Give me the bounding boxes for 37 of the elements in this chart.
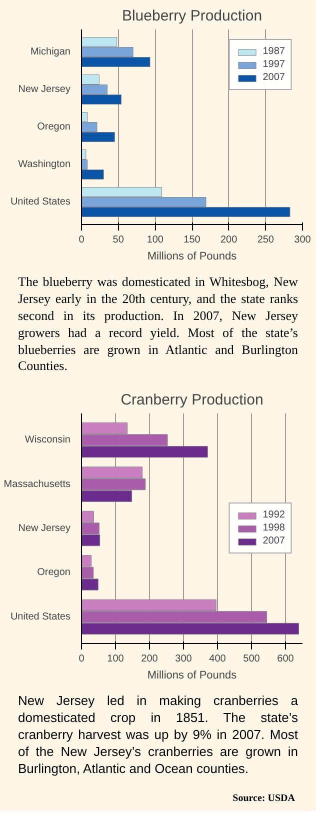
y-tick-label: Massachusetts: [4, 479, 71, 490]
x-tick-label: 600: [277, 654, 294, 665]
x-axis-title: Millions of Pounds: [147, 670, 238, 682]
x-tick-label: 200: [220, 234, 238, 246]
source-note: Source: USDA: [232, 792, 295, 806]
legend-label: 1997: [262, 59, 285, 70]
x-tick-label: 400: [209, 654, 226, 665]
y-tick-label: Washington: [18, 159, 70, 170]
x-tick-label: 150: [184, 234, 201, 246]
y-tick-label: New Jersey: [18, 84, 71, 95]
y-tick-label: Michigan: [30, 46, 71, 58]
x-tick-label: 0: [78, 234, 85, 246]
x-tick-label: 200: [141, 654, 158, 665]
y-tick-label: New Jersey: [18, 523, 71, 534]
x-tick-label: 50: [112, 234, 124, 246]
chart-title: Cranberry Production: [120, 392, 264, 409]
legend-label: 1987: [262, 46, 285, 57]
x-axis-title: Millions of Pounds: [147, 250, 238, 262]
legend-label: 1998: [262, 522, 285, 534]
x-tick-label: 0: [78, 654, 85, 665]
x-tick-label: 300: [175, 654, 192, 665]
y-tick-label: Oregon: [37, 568, 71, 579]
x-tick-label: 100: [146, 234, 164, 246]
text: The blueberry was domesticated in Whitesbog, New Jersey early in the 20th century, and the state ranks second in its production. In 2007, New Jersey growers had a record yield. Most of the state’s blueberries are grown in Atlantic and Burlington Counties.: [18, 274, 298, 376]
legend-label: 2007: [262, 72, 285, 83]
legend-label: 1992: [262, 510, 285, 521]
legend-label: 2007: [262, 536, 285, 547]
y-tick-label: United States: [10, 612, 71, 623]
x-tick-label: 100: [107, 654, 124, 665]
chart-title: Blueberry Production: [122, 8, 262, 24]
x-tick-label: 500: [243, 654, 260, 665]
y-tick-label: United States: [10, 196, 71, 208]
x-tick-label: 250: [257, 234, 274, 246]
x-tick-label: 300: [294, 234, 312, 246]
y-tick-label: Oregon: [37, 122, 71, 132]
text: New Jersey led in making cranberries a domesticated crop in 1851. The state’s cranberry harvest was up by 9% in 2007. Most of the New Jersey’s cranberries are grown in Burlington, Atlantic and Ocean counties.: [18, 693, 298, 778]
y-tick-label: Wisconsin: [24, 434, 71, 446]
